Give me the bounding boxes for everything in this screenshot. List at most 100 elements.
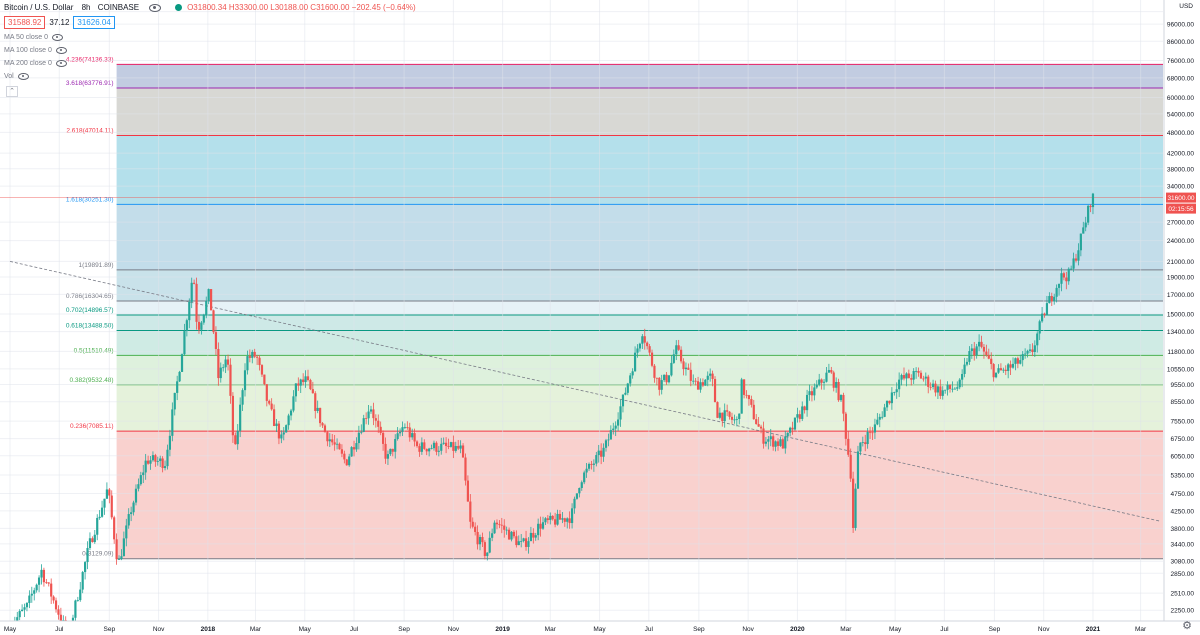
candle-body <box>251 351 254 358</box>
symbol-title[interactable]: Bitcoin / U.S. Dollar 8h COINBASE <box>4 3 139 12</box>
candle-body <box>411 433 414 438</box>
trend-line[interactable] <box>9 261 1161 522</box>
indicator-ma50[interactable]: MA 50 close 0 <box>4 34 63 41</box>
candle-body <box>382 432 385 444</box>
candle-body <box>18 611 21 618</box>
visibility-eye-icon[interactable] <box>149 3 162 12</box>
candle-body <box>457 445 460 449</box>
candle-body <box>934 383 937 393</box>
candle-body <box>488 537 491 553</box>
candle-body <box>352 447 356 450</box>
candle-body <box>369 409 373 412</box>
candle-body <box>483 542 486 556</box>
price-tick-label: 5350.00 <box>1171 472 1195 479</box>
eye-icon[interactable] <box>17 73 29 80</box>
candle-body <box>566 518 569 522</box>
collapse-indicators-button[interactable]: ⌃ <box>6 86 18 97</box>
candle-body <box>272 409 276 426</box>
candle-body <box>529 532 532 542</box>
candle-body <box>907 373 910 379</box>
symbol-name: Bitcoin / U.S. Dollar <box>4 3 74 12</box>
candle-body <box>847 438 850 455</box>
candle-body <box>776 441 780 446</box>
candle-body <box>311 389 314 394</box>
candle-body <box>898 379 901 390</box>
candle-body <box>965 361 969 365</box>
candle-body <box>471 521 474 527</box>
indicator-ma100[interactable]: MA 100 close 0 <box>4 47 67 54</box>
interval-label[interactable]: 8h <box>81 3 91 12</box>
indicator-volume[interactable]: Vol <box>4 73 29 80</box>
candle-body <box>881 416 884 418</box>
fibonacci-retracement[interactable]: 0(3129.09) 0.236(7085.11) 0.382(9532.48) 0.… <box>66 56 1164 560</box>
candle-body <box>200 322 203 330</box>
time-tick-label: May <box>4 626 17 633</box>
candle-body <box>103 498 106 508</box>
candle-body <box>386 454 390 459</box>
candle-body <box>527 541 530 547</box>
candle-body <box>423 442 426 449</box>
candle-body <box>798 414 801 419</box>
candle-body <box>612 428 615 431</box>
candle-body <box>54 600 58 610</box>
candle-body <box>915 370 918 372</box>
candle-body <box>948 384 952 389</box>
price-axis[interactable]: USD 96000.00 86000.00 76000.00 68000.00 60000… <box>1164 0 1200 621</box>
candle-body <box>631 371 634 376</box>
candle-body <box>120 556 123 560</box>
candle-body <box>449 442 453 447</box>
candle-body <box>154 455 157 462</box>
candle-body <box>827 370 830 373</box>
candle-body <box>573 498 576 509</box>
candle-body <box>84 562 87 573</box>
candle-body <box>1004 369 1007 371</box>
candle-body <box>263 374 266 385</box>
candle-body <box>96 517 99 535</box>
candle-body <box>384 443 387 459</box>
sell-price-button[interactable]: 31588.92 <box>4 16 46 29</box>
candle-body <box>910 378 913 380</box>
candle-body <box>134 488 138 503</box>
candle-body <box>91 538 94 543</box>
time-tick-label: Mar <box>545 626 557 633</box>
price-tick-label: 76000.00 <box>1167 58 1194 65</box>
candle-body <box>437 450 440 452</box>
candle-body <box>161 458 164 469</box>
candle-body <box>372 409 375 419</box>
candle-body <box>340 449 344 454</box>
buy-price-button[interactable]: 31626.04 <box>73 16 115 29</box>
gear-icon[interactable]: ⚙ <box>1182 620 1192 632</box>
candle-body <box>689 369 692 381</box>
fib-band <box>116 315 1164 331</box>
candle-body <box>619 406 622 420</box>
candle-body <box>852 478 855 528</box>
price-tick-label: 60000.00 <box>1167 95 1194 102</box>
price-tick-label: 6050.00 <box>1171 453 1195 460</box>
candle-body <box>587 463 591 469</box>
eye-icon[interactable] <box>51 34 63 41</box>
candle-body <box>750 399 753 405</box>
candle-body <box>859 442 862 452</box>
trend-line-segment[interactable] <box>9 261 1161 522</box>
candle-body <box>21 609 24 612</box>
candle-body <box>256 356 259 358</box>
eye-icon[interactable] <box>55 47 67 54</box>
candle-body <box>868 431 872 433</box>
indicator-ma200[interactable]: MA 200 close 0 <box>4 60 67 67</box>
candle-body <box>982 346 986 352</box>
candle-body <box>1045 303 1049 315</box>
candle-body <box>76 600 79 601</box>
candle-body <box>113 517 116 540</box>
price-tick-label: 4250.00 <box>1171 508 1195 515</box>
candle-body <box>319 407 322 424</box>
candle-body <box>178 371 181 382</box>
candle-body <box>825 372 828 382</box>
candle-body <box>602 447 605 457</box>
candle-body <box>590 463 593 465</box>
price-tick-label: 3440.00 <box>1171 541 1195 548</box>
chart-grid <box>0 0 1163 621</box>
candle-body <box>183 331 186 355</box>
eye-icon[interactable] <box>55 60 67 67</box>
